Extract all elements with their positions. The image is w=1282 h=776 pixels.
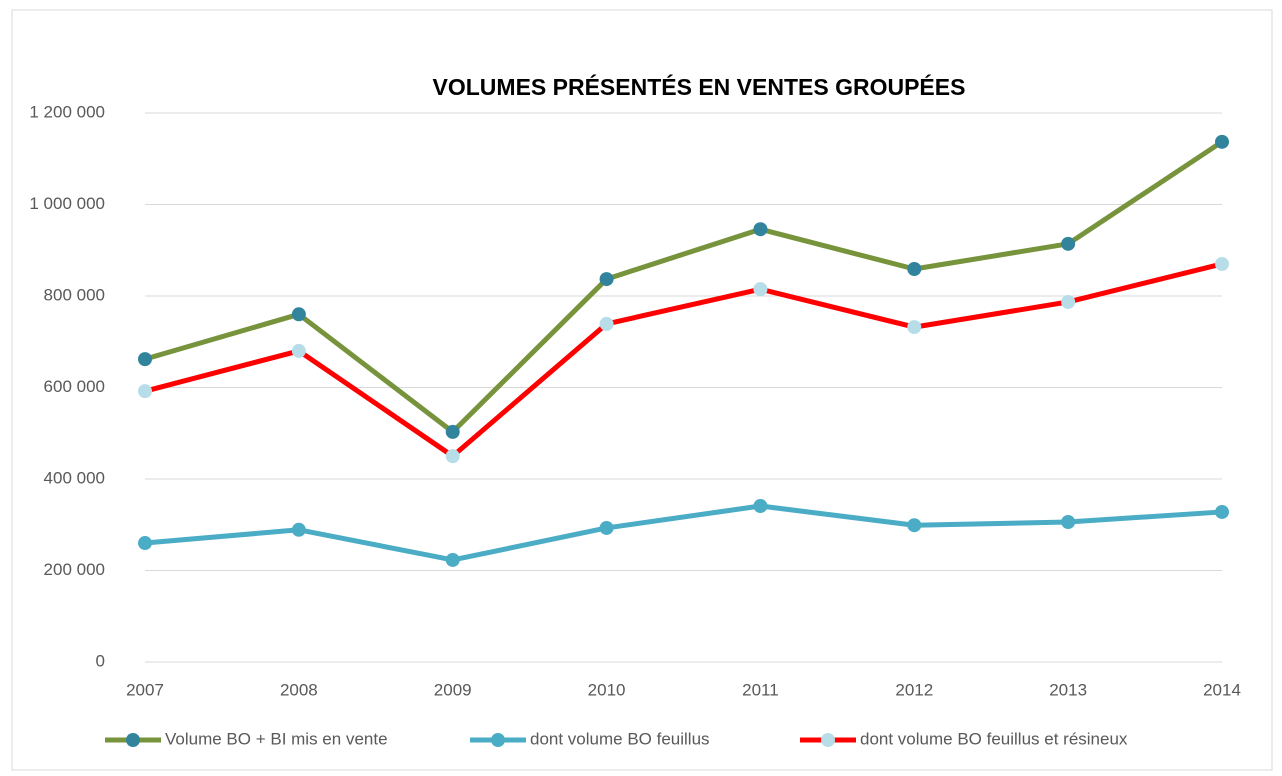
x-tick-label: 2012 (895, 680, 933, 699)
data-point (907, 320, 922, 335)
data-point (291, 343, 306, 358)
y-tick-label: 400 000 (44, 468, 105, 487)
y-tick-label: 200 000 (44, 560, 105, 579)
data-point (907, 518, 922, 533)
data-point (291, 307, 306, 322)
data-point (753, 222, 768, 237)
legend-marker (821, 733, 835, 747)
legend-marker (126, 733, 140, 747)
data-point (138, 536, 152, 551)
x-tick-label: 2011 (742, 680, 779, 699)
data-point (138, 352, 152, 367)
series-line (144, 139, 1224, 435)
y-tick-label: 1 200 000 (29, 102, 105, 121)
data-point (1215, 256, 1229, 271)
y-tick-label: 600 000 (44, 377, 105, 396)
x-tick-label: 2009 (434, 680, 472, 699)
data-point (445, 449, 460, 464)
x-tick-label: 2008 (280, 680, 318, 699)
data-point (138, 384, 152, 399)
legend-label: Volume BO + BI mis en vente (165, 729, 388, 748)
series-line (144, 503, 1223, 563)
data-point (753, 282, 768, 297)
data-point (1215, 134, 1229, 149)
x-tick-label: 2013 (1049, 680, 1087, 699)
legend-label: dont volume BO feuillus et résineux (860, 729, 1128, 748)
data-point (1061, 294, 1076, 309)
series-line (144, 261, 1223, 459)
data-point (1061, 515, 1076, 530)
x-tick-label: 2014 (1203, 680, 1241, 699)
x-tick-label: 2007 (126, 680, 164, 699)
chart-title: VOLUMES PRÉSENTÉS EN VENTES GROUPÉES (433, 73, 966, 100)
chart-frame (11, 9, 1273, 771)
legend-marker (491, 733, 505, 747)
y-tick-label: 800 000 (44, 285, 105, 304)
data-point (753, 498, 768, 513)
data-point (599, 272, 614, 287)
data-point (599, 520, 614, 535)
legend-label: dont volume BO feuillus (530, 729, 710, 748)
data-point (445, 552, 460, 567)
data-point (291, 522, 306, 537)
data-point (907, 262, 922, 277)
x-tick-label: 2010 (588, 680, 626, 699)
data-point (1215, 504, 1229, 519)
y-tick-label: 1 000 000 (29, 194, 105, 213)
y-tick-label: 0 (96, 651, 105, 670)
data-point (445, 424, 460, 439)
data-point (1061, 236, 1076, 251)
data-point (599, 316, 614, 331)
